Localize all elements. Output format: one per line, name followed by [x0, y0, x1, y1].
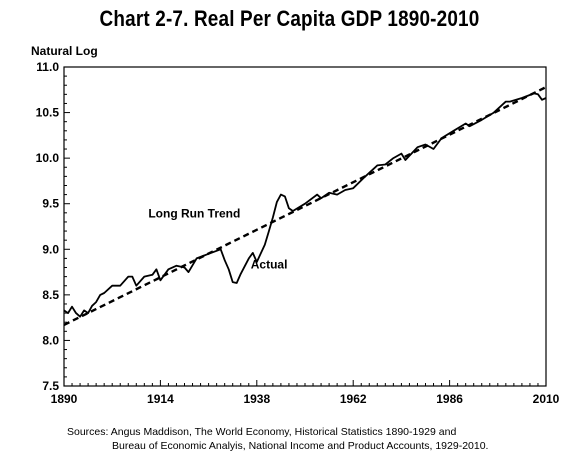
y-tick-label: 9.0 — [42, 242, 59, 256]
y-tick-label: 10.0 — [36, 151, 60, 165]
actual-line — [63, 92, 547, 318]
x-tick-label: 1914 — [147, 392, 174, 406]
y-axis-label: Natural Log — [31, 44, 98, 58]
x-tick-label: 2010 — [533, 392, 560, 406]
sources-line-1: Sources: Angus Maddison, The World Econo… — [67, 426, 457, 438]
annotation-label: Long Run Trend — [148, 206, 240, 220]
y-tick-label: 10.5 — [36, 106, 60, 120]
x-tick-label: 1986 — [436, 392, 463, 406]
plot-frame — [63, 66, 547, 387]
trend-line — [63, 86, 547, 326]
sources-line-2: Bureau of Economic Analyis, National Inc… — [112, 440, 489, 452]
y-tick-label: 7.5 — [42, 379, 59, 393]
y-tick-label: 8.5 — [42, 288, 59, 302]
y-tick-label: 11.0 — [36, 60, 59, 74]
y-tick-label: 9.5 — [42, 197, 59, 211]
x-tick-label: 1938 — [243, 392, 270, 406]
y-tick-label: 8.0 — [42, 333, 59, 347]
x-tick-label: 1890 — [51, 392, 78, 406]
chart-title: Chart 2-7. Real Per Capita GDP 1890-2010 — [99, 6, 480, 31]
annotation-label: Actual — [251, 257, 288, 271]
x-tick-label: 1962 — [340, 392, 367, 406]
